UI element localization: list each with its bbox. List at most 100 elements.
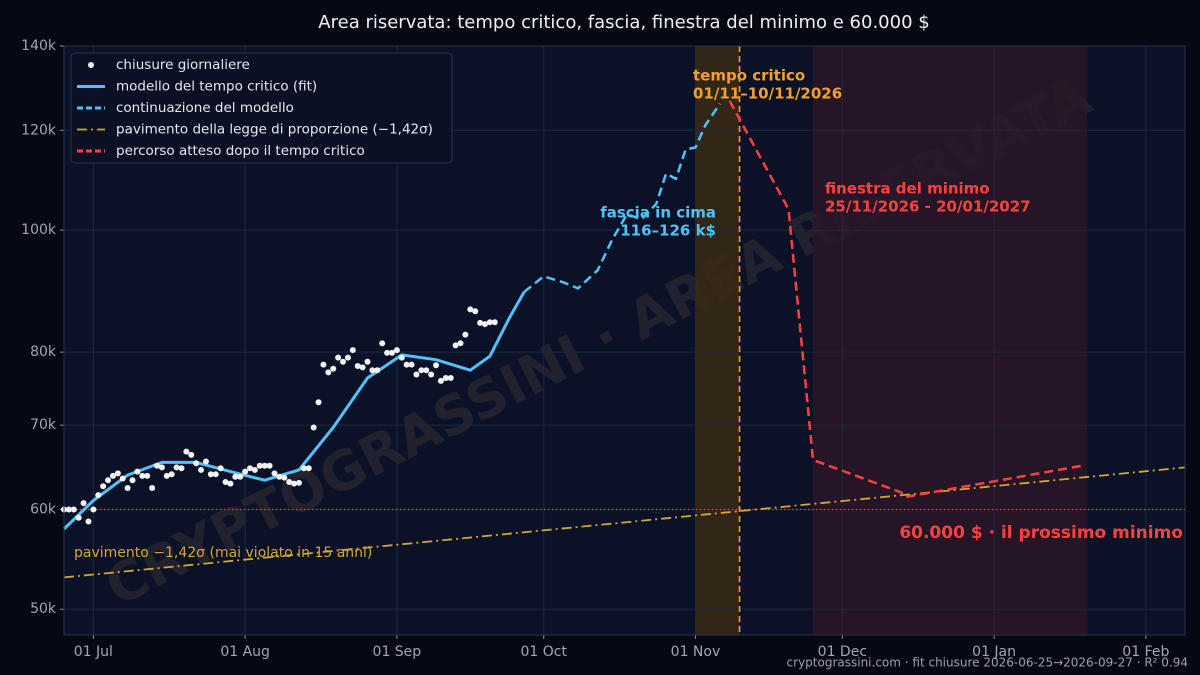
legend-label: chiusure giornaliere	[116, 57, 250, 73]
close-point	[80, 500, 87, 507]
close-point	[491, 319, 498, 326]
close-point	[227, 480, 234, 487]
close-point	[242, 468, 249, 475]
close-point	[105, 477, 112, 484]
close-point	[442, 375, 449, 382]
close-point	[212, 471, 219, 478]
annotation: pavimento −1,42σ (mai violato in 15 anni…	[74, 545, 372, 561]
close-point	[114, 470, 121, 477]
close-point	[124, 485, 131, 492]
x-tick-label: 01 Jan	[972, 644, 1016, 660]
legend-label: modello del tempo critico (fit)	[116, 79, 317, 95]
close-point	[163, 472, 170, 479]
close-point	[423, 367, 430, 374]
close-point	[70, 506, 77, 513]
annotation: finestra del minimo	[825, 180, 990, 198]
close-point	[335, 354, 342, 361]
close-point	[266, 462, 273, 469]
footer: cryptograssini.com · fit chiusure 2026-0…	[787, 656, 1188, 670]
close-point	[349, 347, 356, 354]
close-point	[286, 478, 293, 485]
legend-marker	[88, 62, 94, 68]
close-point	[295, 479, 302, 486]
close-point	[452, 342, 459, 349]
close-point	[119, 475, 126, 482]
close-point	[384, 349, 391, 356]
close-point	[95, 492, 102, 499]
y-tick-label: 120k	[21, 122, 57, 138]
close-point	[369, 367, 376, 374]
annotation: 01/11–10/11/2026	[693, 85, 842, 103]
x-tick-label: 01 Nov	[671, 644, 721, 660]
close-point	[330, 365, 337, 372]
legend-label: percorso atteso dopo il tempo critico	[116, 143, 365, 159]
close-point	[178, 465, 185, 472]
close-point	[388, 349, 395, 356]
x-tick-label: 01 Feb	[1122, 644, 1169, 660]
close-point	[154, 462, 161, 469]
x-tick-label: 01 Jul	[74, 644, 113, 660]
close-point	[354, 362, 361, 369]
x-tick-label: 01 Aug	[220, 644, 270, 660]
x-tick-label: 01 Dec	[818, 644, 867, 660]
close-point	[75, 514, 82, 521]
close-point	[310, 424, 317, 431]
close-point	[173, 464, 180, 471]
chart-title: Area riservata: tempo critico, fascia, f…	[318, 12, 929, 33]
close-point	[207, 471, 214, 478]
close-point	[256, 462, 263, 469]
close-point	[315, 399, 322, 406]
highlight-band	[695, 46, 740, 635]
close-point	[261, 462, 268, 469]
series-line	[62, 291, 526, 531]
close-point	[237, 473, 244, 480]
close-point	[129, 477, 136, 484]
close-point	[447, 375, 454, 382]
close-point	[271, 470, 278, 477]
close-point	[325, 369, 332, 376]
close-point	[202, 458, 209, 465]
close-point	[90, 506, 97, 513]
legend-box	[70, 52, 453, 164]
annotation: 25/11/2026 - 20/01/2027	[825, 198, 1031, 216]
y-tick-label: 70k	[30, 417, 57, 433]
close-point	[217, 465, 224, 472]
series-line	[728, 100, 1083, 499]
close-point	[281, 474, 288, 481]
series-line	[523, 102, 722, 293]
close-point	[109, 472, 116, 479]
close-point	[467, 306, 474, 313]
series-line	[63, 466, 1186, 579]
close-point	[158, 464, 165, 471]
close-point	[393, 347, 400, 354]
close-point	[305, 465, 312, 472]
close-point	[193, 460, 200, 467]
close-point	[232, 473, 239, 480]
y-tick-label: 50k	[30, 601, 57, 617]
close-point	[408, 361, 415, 368]
legend-label: pavimento della legge di proporzione (−1…	[116, 122, 433, 138]
annotation: 116–126 k$	[620, 222, 716, 240]
y-tick-label: 140k	[21, 38, 57, 54]
close-point	[65, 506, 72, 513]
plot-frame	[63, 45, 1186, 636]
y-tick-label: 100k	[21, 222, 57, 238]
close-point	[462, 331, 469, 338]
close-point	[344, 354, 351, 361]
close-point	[222, 478, 229, 485]
x-tick-label: 01 Oct	[520, 644, 567, 660]
close-point	[144, 472, 151, 479]
close-point	[437, 377, 444, 384]
legend-label: continuazione del modello	[116, 100, 294, 116]
close-point	[481, 321, 488, 328]
close-point	[403, 361, 410, 368]
y-tick-label: 60k	[30, 502, 57, 518]
close-point	[198, 466, 205, 473]
close-point	[433, 362, 440, 369]
close-point	[149, 485, 156, 492]
close-point	[188, 451, 195, 458]
close-point	[379, 340, 386, 347]
close-point	[100, 483, 107, 490]
